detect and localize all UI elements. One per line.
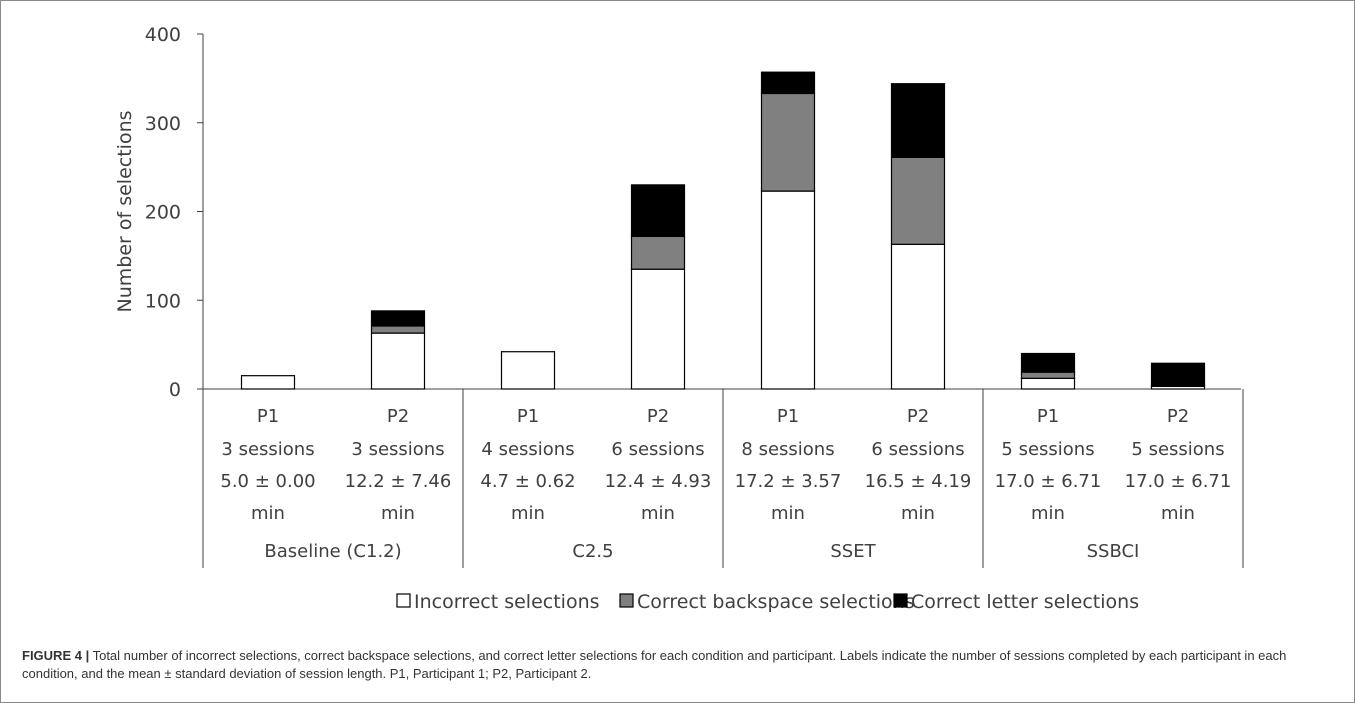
- x-label-unit-7: min: [1161, 503, 1195, 524]
- x-label-length-5: 16.5 ± 4.19: [865, 471, 972, 492]
- bar-sset-p2-series-1: [890, 156, 946, 245]
- bar-baseline-c1-2--p2-series-2: [370, 310, 426, 327]
- legend-label-2: Correct letter selections: [911, 591, 1139, 613]
- bar-sset-p2-series-2: [890, 83, 946, 158]
- legend-swatch-0: [396, 593, 411, 608]
- legend-label-1: Correct backspace selections: [637, 591, 915, 613]
- figure-caption: FIGURE 4 | Total number of incorrect sel…: [22, 647, 1342, 683]
- bar-sset-p1-series-0: [760, 190, 816, 390]
- x-label-sessions-3: 6 sessions: [611, 439, 704, 460]
- bar-baseline-c1-2--p2-series-0: [370, 332, 426, 390]
- y-tick-label-300: 300: [145, 113, 181, 135]
- x-label-sessions-5: 6 sessions: [871, 439, 964, 460]
- y-tick-label-0: 0: [169, 379, 181, 401]
- x-label-participant-2: P1: [517, 406, 539, 427]
- x-label-unit-3: min: [641, 503, 675, 524]
- x-label-participant-1: P2: [387, 406, 409, 427]
- bar-c2-5-p2-series-1: [630, 235, 686, 270]
- x-label-participant-5: P2: [907, 406, 929, 427]
- x-label-unit-2: min: [511, 503, 545, 524]
- x-label-unit-6: min: [1031, 503, 1065, 524]
- x-label-sessions-6: 5 sessions: [1001, 439, 1094, 460]
- figure-label: FIGURE 4 |: [22, 648, 90, 663]
- bar-sset-p2-series-0: [890, 243, 946, 390]
- group-label-3: SSBCI: [1087, 541, 1140, 562]
- y-tick-label-100: 100: [145, 290, 181, 312]
- x-label-sessions-4: 8 sessions: [741, 439, 834, 460]
- x-label-participant-0: P1: [257, 406, 279, 427]
- x-label-sessions-0: 3 sessions: [221, 439, 314, 460]
- x-label-sessions-1: 3 sessions: [351, 439, 444, 460]
- y-tick-label-200: 200: [145, 202, 181, 224]
- x-label-unit-4: min: [771, 503, 805, 524]
- y-tick-label-400: 400: [145, 24, 181, 46]
- bar-ssbci-p1-series-0: [1020, 377, 1076, 390]
- bar-c2-5-p2-series-2: [630, 184, 686, 237]
- x-label-length-7: 17.0 ± 6.71: [1125, 471, 1232, 492]
- bar-ssbci-p2-series-2: [1150, 362, 1206, 387]
- x-label-participant-4: P1: [777, 406, 799, 427]
- x-label-length-4: 17.2 ± 3.57: [735, 471, 842, 492]
- group-label-0: Baseline (C1.2): [264, 541, 401, 562]
- group-label-1: C2.5: [572, 541, 613, 562]
- x-label-participant-3: P2: [647, 406, 669, 427]
- x-label-length-3: 12.4 ± 4.93: [605, 471, 712, 492]
- x-label-length-0: 5.0 ± 0.00: [220, 471, 315, 492]
- x-label-participant-7: P2: [1167, 406, 1189, 427]
- group-label-2: SSET: [830, 541, 876, 562]
- x-label-length-2: 4.7 ± 0.62: [480, 471, 575, 492]
- bar-baseline-c1-2--p2-series-1: [370, 325, 426, 334]
- x-label-length-1: 12.2 ± 7.46: [345, 471, 452, 492]
- y-axis-label: Number of selections: [114, 110, 136, 312]
- bar-c2-5-p1-series-0: [500, 351, 556, 390]
- legend-swatch-1: [619, 593, 634, 608]
- bar-baseline-c1-2--p1-series-0: [240, 375, 296, 390]
- x-label-unit-0: min: [251, 503, 285, 524]
- x-label-sessions-2: 4 sessions: [481, 439, 574, 460]
- bar-ssbci-p1-series-1: [1020, 371, 1076, 379]
- bar-sset-p1-series-1: [760, 92, 816, 192]
- bar-ssbci-p1-series-2: [1020, 352, 1076, 373]
- figure-caption-text: Total number of incorrect selections, co…: [22, 648, 1287, 681]
- x-label-unit-5: min: [901, 503, 935, 524]
- bar-c2-5-p2-series-0: [630, 268, 686, 390]
- x-label-sessions-7: 5 sessions: [1131, 439, 1224, 460]
- x-label-unit-1: min: [381, 503, 415, 524]
- legend-swatch-2: [893, 593, 908, 608]
- legend-label-0: Incorrect selections: [414, 591, 600, 613]
- x-label-participant-6: P1: [1037, 406, 1059, 427]
- x-label-length-6: 17.0 ± 6.71: [995, 471, 1102, 492]
- bar-sset-p1-series-2: [760, 71, 816, 95]
